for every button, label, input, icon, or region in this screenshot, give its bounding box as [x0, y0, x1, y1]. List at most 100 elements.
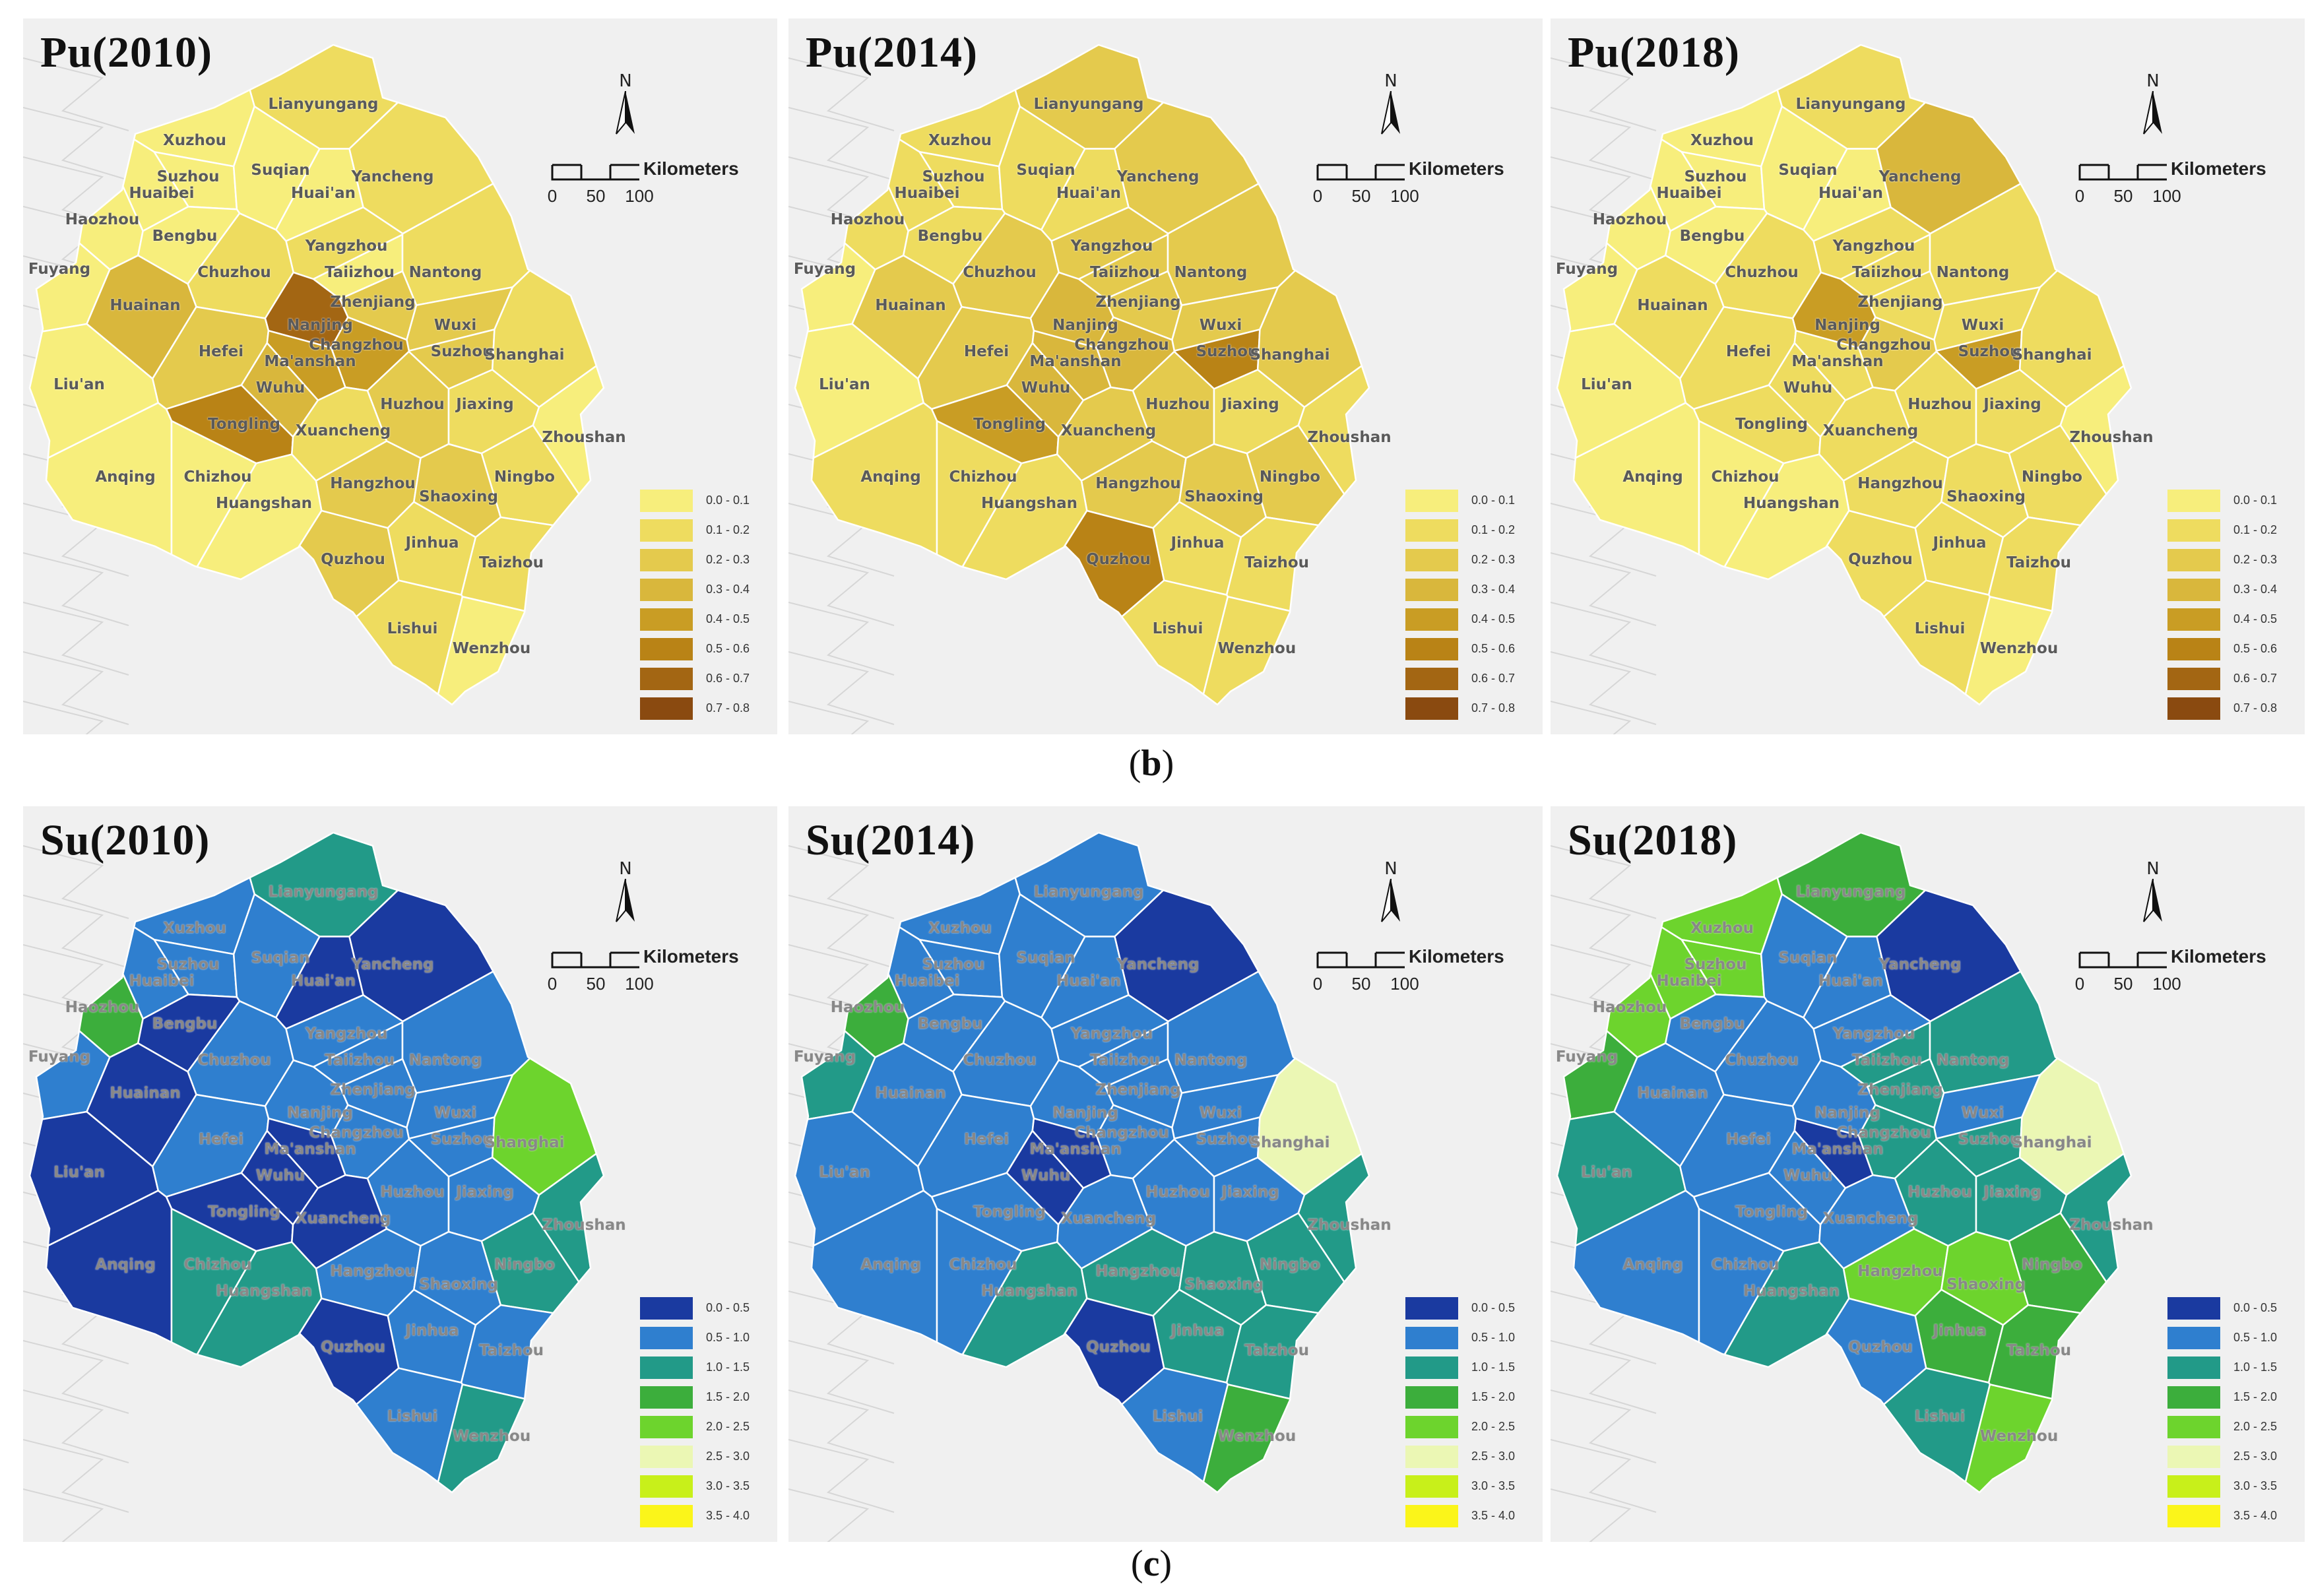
scale-bar: Kilometers 0 50 100 [2075, 945, 2276, 994]
city-label: Bengbu [152, 1015, 218, 1033]
legend-swatch [2167, 490, 2220, 512]
city-label: Wuhu [1021, 1167, 1071, 1184]
legend-label: 3.0 - 3.5 [2233, 1479, 2278, 1492]
city-label: Shanghai [484, 346, 565, 364]
scale-tick-label: 100 [2152, 974, 2181, 994]
city-label: Bengbu [1679, 1015, 1745, 1033]
city-label: Zhenjiang [1857, 294, 1943, 311]
map-title: Su(2010) [40, 816, 210, 864]
city-label: Wuxi [433, 317, 477, 334]
legend-swatch [2167, 697, 2220, 720]
scale-tick-label: 100 [2152, 186, 2181, 206]
city-label: Huai'an [1818, 185, 1883, 202]
city-label: Yancheng [1878, 956, 1962, 973]
city-label: Nanjing [1814, 1104, 1880, 1122]
legend-item: 0.0 - 0.1 [640, 487, 772, 517]
city-label: Suqian [251, 162, 310, 179]
city-label: Lianyungang [1033, 96, 1144, 113]
legend-swatch [1405, 549, 1458, 571]
city-label: Huaibei [894, 973, 960, 990]
city-region-anqing [1572, 1190, 1700, 1344]
scale-tick-label: 0 [547, 186, 558, 206]
legend-swatch [2167, 1386, 2220, 1409]
city-label: Wenzhou [1979, 1428, 2059, 1445]
city-label: Yancheng [1116, 168, 1200, 185]
legend-item: 2.0 - 2.5 [640, 1413, 772, 1443]
legend-label: 0.5 - 0.6 [1471, 642, 1516, 655]
city-label: Fuyang [1555, 1048, 1619, 1066]
city-region-huangshan [1723, 453, 1850, 581]
map-legend: 0.0 - 0.5 0.5 - 1.0 1.0 - 1.5 1.5 - 2.0 2.0 … [1405, 1294, 1537, 1532]
legend-swatch [1405, 1416, 1458, 1438]
city-label: Tongling [973, 1203, 1046, 1221]
city-label: Wenzhou [1217, 640, 1297, 657]
legend-item: 0.0 - 0.5 [2167, 1294, 2299, 1324]
city-label: Yangzhou [1832, 238, 1915, 255]
legend-item: 0.0 - 0.5 [1405, 1294, 1537, 1324]
city-label: Nantong [1174, 264, 1248, 281]
city-label: Suzhou [1684, 168, 1747, 185]
legend-label: 0.1 - 0.2 [706, 523, 750, 536]
city-label: Yangzhou [305, 1025, 388, 1042]
city-label: Haozhou [830, 999, 905, 1016]
city-label: Changzhou [1836, 336, 1931, 354]
city-label: Nanjing [287, 317, 353, 334]
city-region-anqing [45, 1190, 173, 1344]
city-label: Jiaxing [1221, 396, 1279, 413]
legend-item: 0.5 - 0.6 [640, 635, 772, 665]
legend-label: 0.0 - 0.5 [1471, 1301, 1516, 1314]
city-label: Chizhou [949, 1256, 1017, 1273]
scale-tick-label: 50 [2113, 974, 2133, 994]
city-label: Quzhou [321, 551, 385, 568]
legend-label: 0.0 - 0.1 [706, 494, 750, 507]
city-label: Ningbo [2021, 1256, 2083, 1273]
city-label: Taiizhou [1090, 1052, 1160, 1069]
city-label: Nantong [1936, 1052, 2010, 1069]
city-label: Chizhou [183, 468, 252, 486]
scale-bar: Kilometers 0 50 100 [1313, 157, 1514, 206]
city-label: Anqing [1622, 468, 1683, 486]
map-legend: 0.0 - 0.5 0.5 - 1.0 1.0 - 1.5 1.5 - 2.0 2.0 … [640, 1294, 772, 1532]
city-label: Fuyang [793, 261, 856, 278]
city-region-huangshan [961, 453, 1088, 581]
city-label: Wuhu [1021, 379, 1071, 397]
legend-label: 0.2 - 0.3 [706, 553, 750, 566]
city-label: Taiizhou [325, 264, 395, 281]
legend-swatch [2167, 579, 2220, 601]
city-region-liuan [1556, 1110, 1687, 1248]
city-label: Tongling [208, 1203, 280, 1221]
city-label: Jiaxing [456, 1184, 514, 1201]
city-label: Taiizhou [1090, 264, 1160, 281]
city-label: Xuancheng [295, 422, 391, 439]
city-label: Shaoxing [1946, 488, 2026, 505]
city-label: Zhoushan [2069, 429, 2154, 446]
legend-label: 0.0 - 0.1 [2233, 494, 2278, 507]
map-panel-su2014: Su(2014) Lianyungang Xuzhou Suzhou Suqian Yan… [788, 806, 1543, 1542]
legend-label: 3.5 - 4.0 [2233, 1509, 2278, 1522]
city-label: Jinhua [405, 1322, 459, 1339]
legend-item: 0.0 - 0.1 [1405, 487, 1537, 517]
city-label: Huzhou [1145, 396, 1210, 413]
city-label: Lishui [1152, 1408, 1203, 1425]
city-region-zhoushan [1297, 1152, 1370, 1284]
city-label: Xuzhou [1690, 132, 1754, 149]
legend-item: 0.6 - 0.7 [1405, 665, 1537, 695]
north-arrow-icon: N [1371, 859, 1411, 928]
city-label: Nanjing [1052, 317, 1118, 334]
city-label: Taizhou [2006, 554, 2072, 571]
city-label: Huangshan [981, 1283, 1077, 1300]
north-arrow-icon: N [2133, 71, 2173, 141]
legend-item: 0.2 - 0.3 [2167, 546, 2299, 576]
legend-item: 0.5 - 1.0 [2167, 1324, 2299, 1354]
legend-label: 0.2 - 0.3 [2233, 553, 2278, 566]
city-label: Jiaxing [456, 396, 514, 413]
legend-item: 3.0 - 3.5 [640, 1473, 772, 1502]
city-region-quzhou [296, 509, 400, 618]
city-label: Quzhou [1086, 551, 1151, 568]
legend-swatch [1405, 1297, 1458, 1320]
scale-units: Kilometers [643, 158, 739, 179]
city-region-anqing [1572, 402, 1700, 556]
city-label: Suzhou [1684, 956, 1747, 973]
city-region-zhoushan [532, 1152, 605, 1284]
legend-swatch [1405, 579, 1458, 601]
